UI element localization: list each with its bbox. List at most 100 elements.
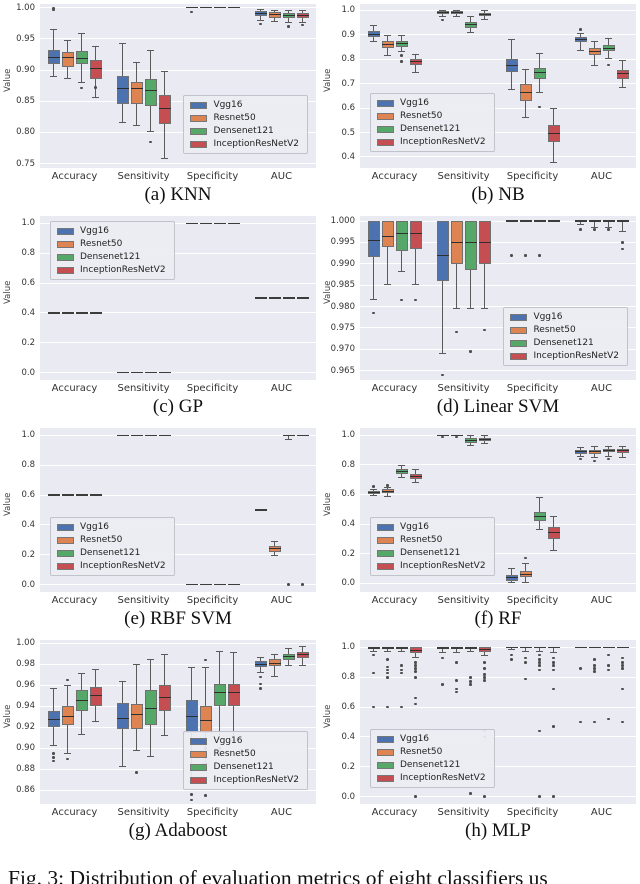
- outlier-point: [455, 679, 458, 682]
- whisker: [608, 221, 609, 228]
- x-tick-label: Specificity: [186, 807, 239, 818]
- legend-entry: Vgg16: [377, 734, 486, 744]
- whisker: [511, 647, 512, 651]
- outlier-point: [538, 653, 541, 657]
- legend-entry: Resnet50: [57, 239, 166, 249]
- whisker-cap: [161, 71, 168, 73]
- median-line: [367, 33, 380, 35]
- legend-swatch: [510, 313, 528, 321]
- median-line: [574, 38, 587, 40]
- whisker-cap: [619, 230, 626, 232]
- median-line: [505, 64, 518, 66]
- outlier-point: [607, 668, 610, 672]
- legend-swatch: [377, 735, 394, 743]
- x-tick-label: AUC: [590, 383, 613, 394]
- outlier-point: [190, 10, 193, 14]
- box-vgg16: [116, 703, 129, 730]
- y-tick-label: 0.6: [21, 278, 35, 289]
- legend-entry: Vgg16: [377, 522, 486, 532]
- whisker-cap: [370, 24, 377, 26]
- outlier-point: [510, 658, 513, 661]
- box-inceptionresnetv2: [409, 221, 422, 249]
- x-tick-label: Accuracy: [51, 383, 98, 394]
- legend-entry: InceptionResNetV2: [190, 139, 299, 149]
- whisker-cap: [619, 445, 626, 447]
- whisker-cap: [384, 495, 391, 497]
- x-tick-label: Accuracy: [51, 807, 98, 818]
- whisker-cap: [619, 60, 626, 62]
- median-line: [381, 491, 394, 493]
- flat-box: [436, 647, 449, 649]
- whisker-cap: [188, 667, 195, 669]
- whisker-cap: [550, 549, 557, 551]
- median-line: [75, 58, 88, 60]
- outlier-point: [386, 705, 389, 709]
- outlier-point: [552, 661, 555, 664]
- outlier-point: [483, 795, 486, 798]
- box-inceptionresnetv2: [89, 687, 102, 707]
- y-tick-label: 0.2: [21, 549, 35, 560]
- whisker-cap: [147, 49, 154, 51]
- y-tick-label: 0.4: [341, 151, 355, 162]
- outlier-point: [52, 759, 55, 763]
- y-tick-label: 0.88: [16, 764, 35, 775]
- legend-label: Vgg16: [400, 98, 430, 108]
- whisker-cap: [50, 75, 57, 77]
- whisker-cap: [50, 28, 57, 30]
- whisker-cap: [384, 650, 391, 652]
- outlier-point: [372, 653, 375, 657]
- legend: Vgg16 Resnet50 Densenet121 InceptionResNetV…: [370, 517, 495, 576]
- outlier-point: [414, 702, 417, 706]
- outlier-point: [441, 683, 444, 686]
- whisker-cap: [370, 299, 377, 301]
- median-line: [47, 56, 60, 58]
- whisker-cap: [299, 10, 306, 12]
- flat-box: [519, 646, 532, 649]
- outlier-point: [414, 676, 417, 679]
- legend-swatch: [510, 352, 528, 360]
- whisker-cap: [605, 446, 612, 448]
- subplot-a: Vgg16 Resnet50 Densenet121 InceptionResNetV…: [0, 0, 320, 212]
- y-tick-label: 1.0: [21, 430, 35, 441]
- whisker-cap: [508, 39, 515, 41]
- median-line: [519, 573, 532, 575]
- whisker: [456, 221, 457, 309]
- outlier-point: [455, 330, 458, 334]
- outlier-point: [621, 667, 624, 670]
- whisker: [415, 647, 416, 658]
- whisker-cap: [78, 733, 85, 735]
- whisker-cap: [522, 563, 529, 565]
- outlier-point: [400, 664, 403, 667]
- box-inceptionresnetv2: [616, 70, 629, 79]
- whisker-cap: [550, 108, 557, 110]
- outlier-point: [538, 664, 541, 667]
- median-line: [533, 72, 546, 74]
- grid-line: [360, 107, 636, 109]
- y-tick-label: 0.4: [341, 731, 355, 742]
- flat-box: [533, 646, 546, 649]
- whisker-cap: [536, 528, 543, 530]
- flat-box: [505, 220, 518, 222]
- outlier-point: [552, 668, 555, 672]
- grid-line: [360, 706, 636, 708]
- outlier-point: [483, 676, 486, 679]
- grid-line: [40, 584, 316, 586]
- outlier-point: [469, 350, 472, 353]
- outlier-point: [552, 656, 555, 660]
- x-tick-label: AUC: [270, 807, 293, 818]
- grid-line: [40, 524, 316, 526]
- subplot-caption: (h) MLP: [465, 820, 531, 841]
- flat-box: [144, 371, 157, 374]
- outlier-point: [524, 254, 527, 257]
- y-tick-label: 0.92: [16, 722, 35, 733]
- outlier-point: [593, 667, 596, 670]
- outlier-point: [593, 664, 596, 667]
- legend-entry: Vgg16: [190, 100, 299, 110]
- flat-box: [89, 312, 102, 314]
- whisker-cap: [133, 125, 140, 127]
- subplot-caption: (d) Linear SVM: [436, 396, 560, 417]
- whisker: [387, 647, 388, 652]
- median-line: [144, 90, 157, 92]
- legend-swatch: [377, 562, 394, 570]
- flat-box: [130, 371, 143, 374]
